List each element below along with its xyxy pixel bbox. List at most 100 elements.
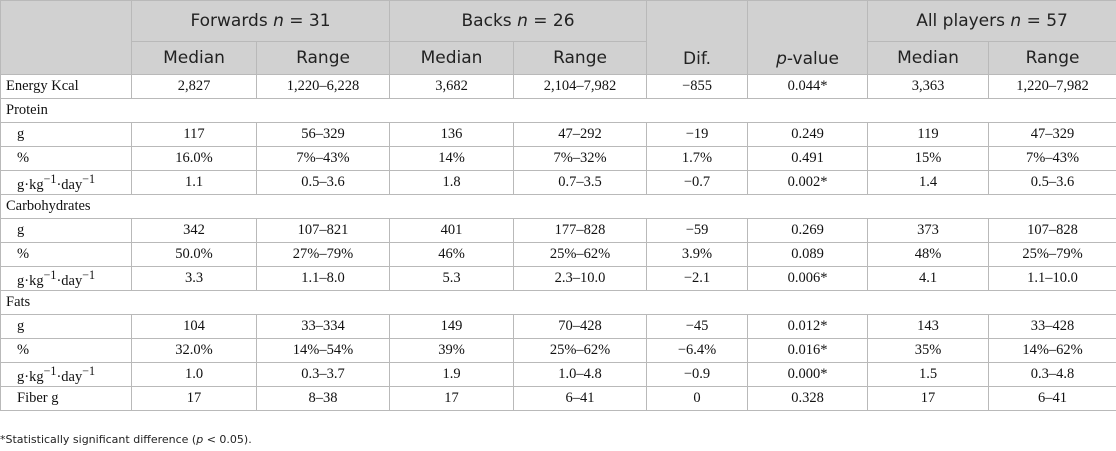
cell: 70–428 (513, 314, 648, 339)
cell: 39% (389, 338, 515, 363)
cell: 1.0 (131, 362, 257, 387)
cell: 1.4 (867, 170, 990, 195)
cell: 1.7% (646, 146, 749, 171)
cell: 0.3–4.8 (988, 362, 1116, 387)
cell: 0.3–3.7 (255, 362, 391, 387)
cell: 3,682 (389, 74, 515, 99)
header-all-players: All players n = 57 (867, 0, 1116, 42)
header-median: Median (867, 41, 990, 75)
row-carb-g: g 342 107–821 401 177–828 −59 0.269 373 … (0, 218, 1116, 243)
cell: 7%–43% (255, 146, 391, 171)
cell: −0.9 (646, 362, 749, 387)
cell: 149 (389, 314, 515, 339)
cell: 0.5–3.6 (988, 170, 1116, 195)
cell: 3.9% (646, 242, 749, 267)
cell: 0.006* (747, 266, 869, 291)
cell: 401 (389, 218, 515, 243)
row-protein-g: g 117 56–329 136 47–292 −19 0.249 119 47… (0, 122, 1116, 147)
cell: 7%–32% (513, 146, 648, 171)
header-dif: Dif. (646, 0, 749, 75)
row-label: Fiber g (0, 386, 132, 411)
header-forwards: Forwards n = 31 (130, 0, 391, 42)
cell: −0.7 (646, 170, 749, 195)
cell: 14%–54% (255, 338, 391, 363)
cell: 48% (867, 242, 990, 267)
cell: 0.016* (747, 338, 869, 363)
cell: 1,220–6,228 (255, 74, 391, 99)
cell: 107–828 (988, 218, 1116, 243)
cell: 2,827 (131, 74, 257, 99)
cell: 0.491 (747, 146, 869, 171)
cell: 33–334 (255, 314, 391, 339)
cell: 6–41 (988, 386, 1116, 411)
cell: 177–828 (513, 218, 648, 243)
cell: −6.4% (646, 338, 749, 363)
cell: 1.1–10.0 (988, 266, 1116, 291)
cell: 0 (646, 386, 749, 411)
header-median: Median (389, 41, 515, 75)
header-range: Range (255, 41, 391, 75)
header-range: Range (988, 41, 1116, 75)
cell: 1.0–4.8 (513, 362, 648, 387)
cell: 0.328 (747, 386, 869, 411)
cell: 33–428 (988, 314, 1116, 339)
cell: 6–41 (513, 386, 648, 411)
cell: 1,220–7,982 (988, 74, 1116, 99)
cell: 107–821 (255, 218, 391, 243)
cell: 1.1–8.0 (255, 266, 391, 291)
cell: 17 (867, 386, 990, 411)
row-carb-kg: g·kg−1·day−1 3.3 1.1–8.0 5.3 2.3–10.0 −2… (0, 266, 1116, 291)
row-label: % (0, 242, 132, 267)
table-footnote: *Statistically significant difference (p… (0, 433, 252, 446)
section-carbohydrates: Carbohydrates (0, 194, 1116, 219)
cell: 1.1 (131, 170, 257, 195)
cell: −19 (646, 122, 749, 147)
row-protein-kg: g·kg−1·day−1 1.1 0.5–3.6 1.8 0.7–3.5 −0.… (0, 170, 1116, 195)
cell: 27%–79% (255, 242, 391, 267)
cell: 0.044* (747, 74, 869, 99)
cell: 46% (389, 242, 515, 267)
row-label-unit: g·kg−1·day−1 (0, 362, 132, 387)
row-label: g (0, 122, 132, 147)
cell: 16.0% (131, 146, 257, 171)
cell: 25%–79% (988, 242, 1116, 267)
cell: 3,363 (867, 74, 990, 99)
row-label-unit: g·kg−1·day−1 (0, 266, 132, 291)
cell: 47–329 (988, 122, 1116, 147)
cell: 2.3–10.0 (513, 266, 648, 291)
cell: 0.000* (747, 362, 869, 387)
header-range: Range (513, 41, 648, 75)
cell: 0.012* (747, 314, 869, 339)
cell: 35% (867, 338, 990, 363)
row-label: g (0, 314, 132, 339)
cell: 56–329 (255, 122, 391, 147)
section-label: Protein (0, 98, 1116, 123)
section-protein: Protein (0, 98, 1116, 123)
cell: 373 (867, 218, 990, 243)
header-pvalue: p-value (747, 0, 869, 75)
cell: 15% (867, 146, 990, 171)
corner-cell (0, 0, 132, 75)
cell: 32.0% (131, 338, 257, 363)
cell: 47–292 (513, 122, 648, 147)
cell: 25%–62% (513, 338, 648, 363)
cell: 0.269 (747, 218, 869, 243)
section-fats: Fats (0, 290, 1116, 315)
cell: 3.3 (131, 266, 257, 291)
row-label-unit: g·kg−1·day−1 (0, 170, 132, 195)
row-label: g (0, 218, 132, 243)
header-median: Median (131, 41, 257, 75)
row-protein-pct: % 16.0% 7%–43% 14% 7%–32% 1.7% 0.491 15%… (0, 146, 1116, 171)
cell: 1.5 (867, 362, 990, 387)
cell: 17 (389, 386, 515, 411)
nutrition-table: Forwards n = 31 Backs n = 26 Dif. p-valu… (0, 0, 1116, 411)
header-row-sub: Median Range Median Range Median Range (1, 41, 1116, 75)
cell: 104 (131, 314, 257, 339)
row-energy: Energy Kcal 2,827 1,220–6,228 3,682 2,10… (0, 74, 1116, 99)
nutrition-table-wrapper: Forwards n = 31 Backs n = 26 Dif. p-valu… (0, 0, 1116, 411)
cell: 8–38 (255, 386, 391, 411)
cell: 342 (131, 218, 257, 243)
cell: 0.089 (747, 242, 869, 267)
row-fats-pct: % 32.0% 14%–54% 39% 25%–62% −6.4% 0.016*… (0, 338, 1116, 363)
cell: 143 (867, 314, 990, 339)
